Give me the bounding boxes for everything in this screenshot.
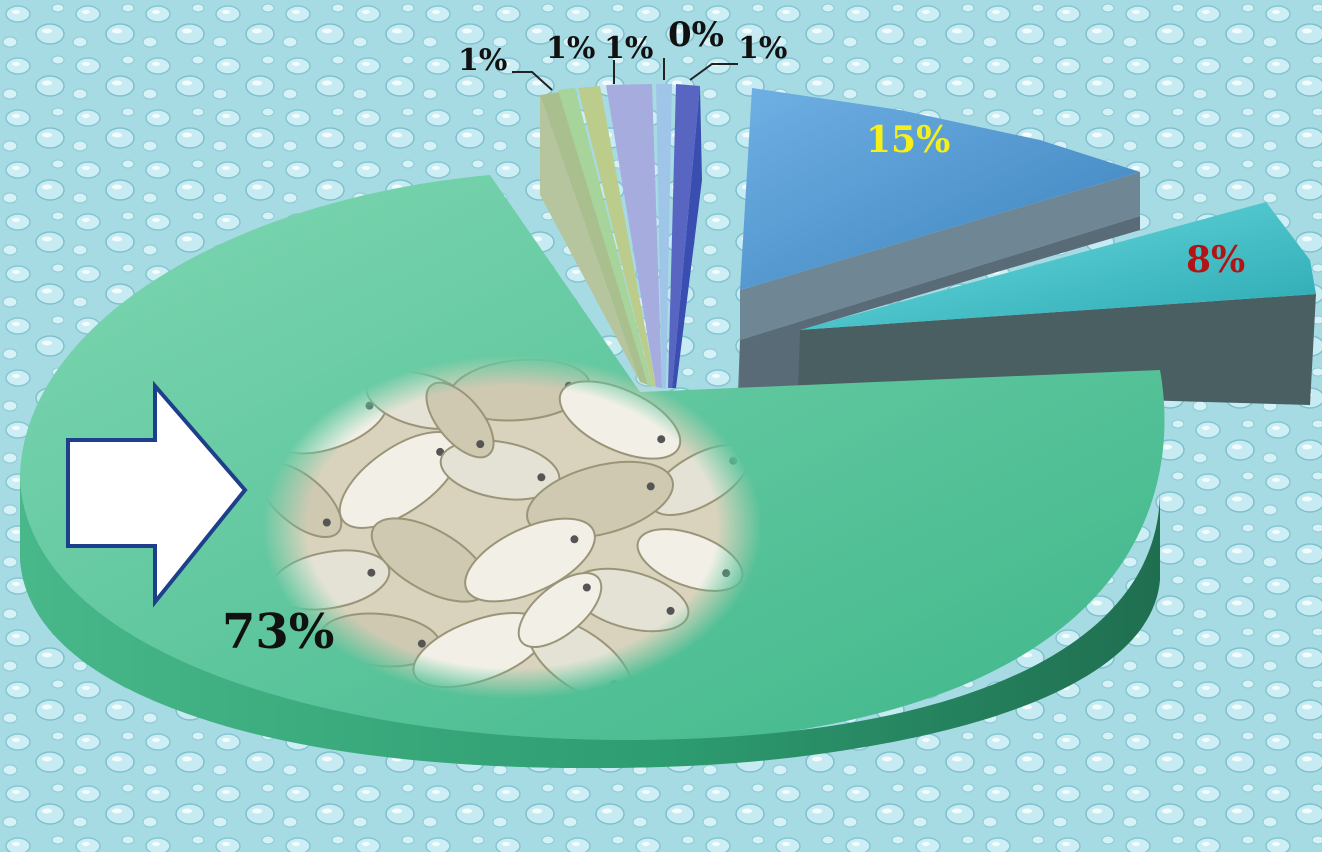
label-73: 73% [222,604,334,660]
label-small-0: 0% [668,15,724,55]
fish-shape [257,461,343,539]
label-small-4: 1% [738,31,787,66]
fish-eye [570,535,579,544]
fish-eye [646,482,655,491]
fish-eye [322,518,331,527]
fish-shape [558,380,682,460]
label-small-3: 1% [604,31,653,66]
fish-eye [367,568,376,577]
white-arrow-icon [66,380,248,608]
fish-shape [269,549,391,611]
fish-shape [425,381,495,459]
fish-eye [610,680,619,689]
fish-eye [537,473,546,482]
fish-shape [464,517,596,603]
fish-eye [417,639,426,648]
fish-eye [666,606,675,615]
fish-eye [729,456,738,465]
dried-fish-photo [250,350,770,710]
label-15: 15% [866,119,950,161]
label-small-1: 1% [458,43,507,78]
fish-shape [517,571,603,649]
fish-eye [476,440,485,449]
leader-lines [512,58,738,91]
fish-eye [582,583,591,592]
slice-8 [798,202,1316,405]
fish-shape [636,528,744,592]
fish-eye [365,401,374,410]
fish-eye [722,569,731,578]
label-8: 8% [1186,239,1245,281]
fish-eye [657,435,666,444]
label-small-2: 1% [546,31,595,66]
small-slices [540,84,702,388]
